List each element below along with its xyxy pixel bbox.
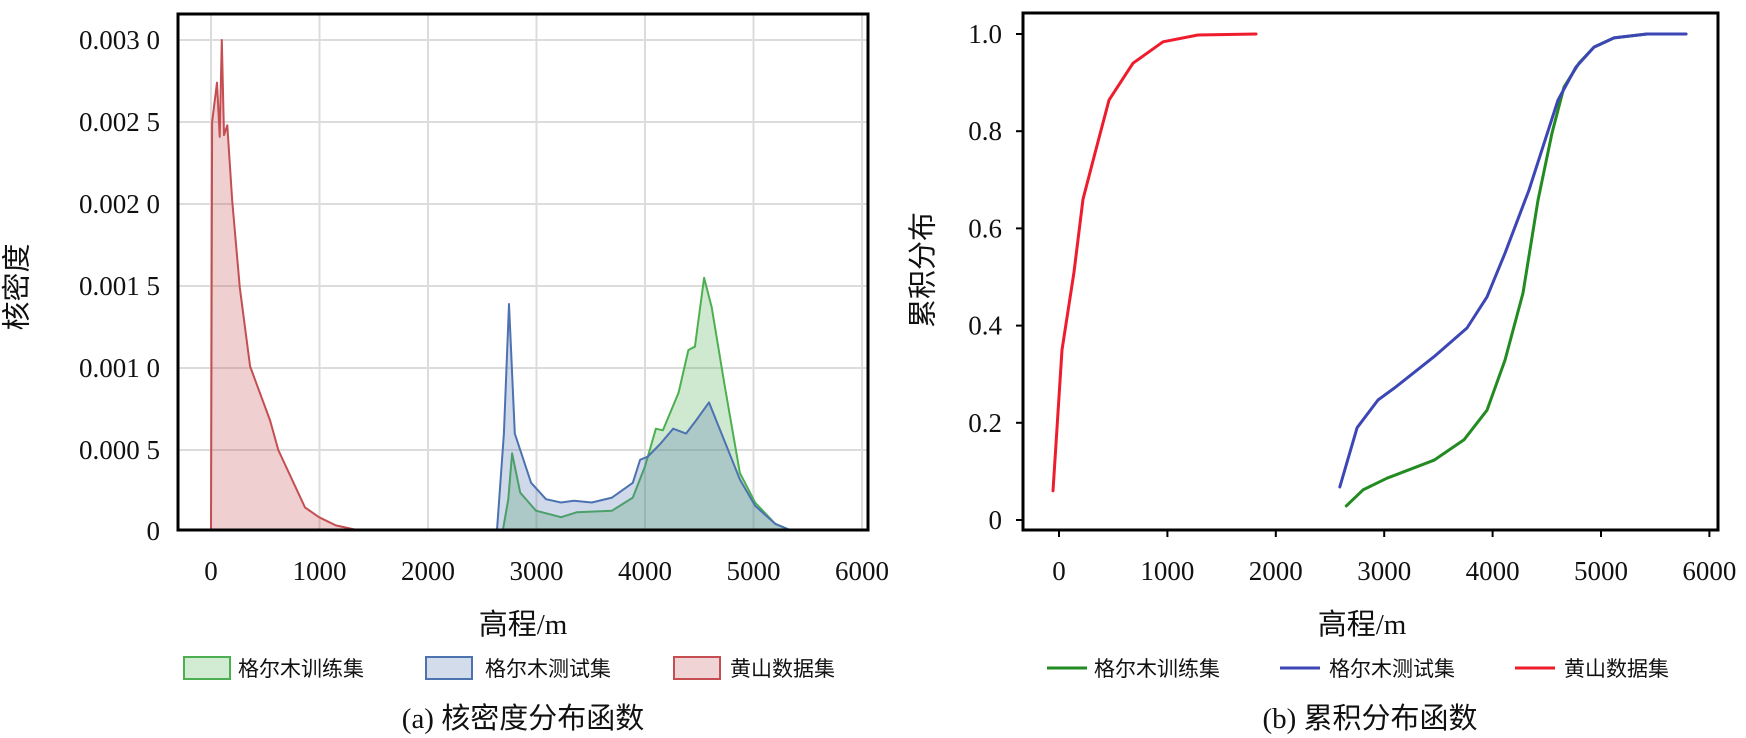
kde-area-1: [497, 304, 790, 530]
kde-x-tick-label: 2000: [401, 556, 455, 586]
kde-y-tick-label: 0.001 5: [79, 271, 160, 301]
kde-y-tick-label: 0: [147, 516, 161, 546]
cdf-y-tick-label: 0.4: [968, 311, 1002, 341]
kde-legend-label: 黄山数据集: [730, 657, 835, 681]
kde-x-tick-label: 3000: [510, 556, 564, 586]
kde-area-2: [211, 40, 357, 530]
cdf-y-tick-label: 0.6: [968, 213, 1002, 243]
cdf-chart: 0 1000 2000 3000 4000 5000 6000 0 0.2 0.4 0.6 0.8 1.…: [907, 11, 1736, 735]
cdf-x-tick-label: 0: [1052, 556, 1066, 586]
kde-legend-label: 格尔木训练集: [238, 657, 364, 681]
cdf-x-tick-label: 2000: [1249, 556, 1303, 586]
cdf-x-axis-title: 高程/m: [1318, 608, 1407, 641]
kde-area-0: [502, 277, 790, 530]
cdf-x-tick-label: 5000: [1574, 556, 1628, 586]
kde-grid: [178, 14, 868, 530]
kde-caption: (a) 核密度分布函数: [402, 702, 644, 735]
kde-y-tick-label: 0.001 0: [79, 353, 160, 383]
cdf-line-2: [1051, 32, 1258, 493]
kde-line-2: [210, 39, 358, 531]
kde-legend-swatch: [673, 656, 721, 680]
kde-legend-label: 格尔木测试集: [485, 657, 611, 681]
cdf-caption: (b) 累积分布函数: [1262, 702, 1477, 735]
kde-chart: 0 1000 2000 3000 4000 5000 6000 0 0.000 5 0.001 0…: [1, 12, 889, 735]
kde-x-tick-label: 6000: [835, 556, 889, 586]
cdf-series: [1051, 32, 1688, 508]
cdf-x-tick-label: 1000: [1140, 556, 1194, 586]
cdf-legend: 格尔木训练集 格尔木测试集 黄山数据集: [1047, 657, 1669, 681]
cdf-legend-label: 格尔木测试集: [1329, 657, 1455, 681]
kde-y-tick-label: 0.002 0: [79, 189, 160, 219]
cdf-y-tick-label: 0.2: [968, 408, 1002, 438]
kde-plot-frame: [176, 12, 870, 532]
cdf-tick-labels: 0 1000 2000 3000 4000 5000 6000 0 0.2 0.4 0.6 0.8 1.…: [968, 19, 1736, 586]
kde-x-axis-title: 高程/m: [479, 608, 568, 641]
kde-y-tick-label: 0.000 5: [79, 435, 160, 465]
cdf-x-tick-label: 3000: [1357, 556, 1411, 586]
kde-legend-swatch: [425, 656, 473, 680]
cdf-legend-label: 格尔木训练集: [1094, 657, 1220, 681]
cdf-legend-label: 黄山数据集: [1564, 657, 1669, 681]
kde-y-tick-label: 0.002 5: [79, 107, 160, 137]
cdf-y-tick-label: 1.0: [968, 19, 1002, 49]
kde-legend: 格尔木训练集 格尔木测试集 黄山数据集: [183, 656, 835, 681]
kde-series: [210, 39, 791, 531]
cdf-x-tick-label: 6000: [1682, 556, 1736, 586]
kde-x-tick-label: 0: [204, 556, 218, 586]
kde-x-tick-label: 4000: [618, 556, 672, 586]
cdf-y-axis-title: 累积分布: [907, 212, 940, 328]
kde-x-tick-label: 1000: [293, 556, 347, 586]
cdf-plot-frame: [1021, 11, 1720, 532]
kde-y-tick-label: 0.003 0: [79, 25, 160, 55]
cdf-y-tick-label: 0: [989, 505, 1003, 535]
kde-tick-labels: 0 1000 2000 3000 4000 5000 6000 0 0.000 5 0.001 0…: [79, 25, 889, 586]
cdf-y-tick-label: 0.8: [968, 116, 1002, 146]
kde-y-axis-title: 核密度: [1, 243, 34, 330]
kde-line-1: [496, 303, 791, 531]
cdf-line-1: [1338, 32, 1688, 489]
kde-legend-swatch: [183, 656, 231, 680]
kde-line-0: [501, 276, 791, 531]
kde-x-tick-label: 5000: [727, 556, 781, 586]
cdf-x-tick-label: 4000: [1466, 556, 1520, 586]
